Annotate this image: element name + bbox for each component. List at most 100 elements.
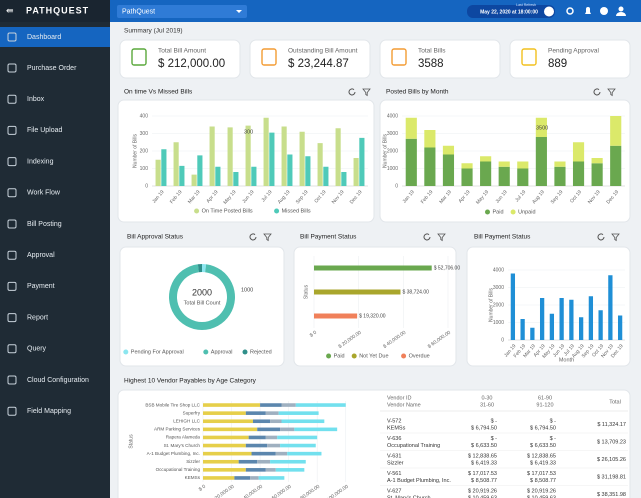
- bar-segment: [275, 451, 288, 456]
- amount: $ 6,794.50: [530, 425, 556, 431]
- menu-icon[interactable]: [7, 157, 17, 167]
- bar-segment: [258, 476, 285, 480]
- bar-segment: [554, 166, 566, 186]
- bar-segment: [498, 166, 510, 186]
- bar: [510, 273, 516, 340]
- workspace-select[interactable]: [117, 5, 247, 18]
- card-label: Outstanding Bill Amount: [288, 48, 358, 55]
- y-tick-label: 0: [501, 337, 504, 343]
- legend-swatch: [326, 353, 332, 359]
- y-tick-label: Occupational Training: [156, 467, 201, 472]
- bar-segment: [250, 476, 259, 480]
- donut-slice: [202, 264, 207, 273]
- help-icon[interactable]: [600, 7, 608, 15]
- bar-segment: [535, 137, 547, 186]
- menu-icon[interactable]: [7, 63, 17, 73]
- bar-segment: [265, 435, 278, 440]
- bar-segment: [405, 117, 417, 139]
- refresh-pill: [467, 5, 555, 18]
- bar-segment: [270, 459, 306, 464]
- bar-segment: [591, 163, 603, 186]
- user-icon[interactable]: [618, 6, 624, 12]
- table-header: Vendor ID: [387, 395, 411, 401]
- menu-icon[interactable]: [7, 125, 17, 135]
- panel-title: Bill Payment Status: [474, 234, 531, 241]
- bar-segment: [203, 443, 246, 448]
- menu-icon[interactable]: [7, 188, 17, 198]
- bar-segment: [442, 145, 455, 155]
- bar-segment: [257, 459, 271, 464]
- amount: $ 20,919.26: [527, 488, 556, 494]
- bar: [317, 143, 323, 186]
- refresh-time: May 22, 2020 at 18:00:00: [480, 9, 538, 15]
- y-tick-label: 0: [145, 183, 148, 189]
- menu-icon[interactable]: [7, 281, 17, 291]
- bar: [549, 313, 555, 340]
- refresh-icon[interactable]: [348, 88, 356, 96]
- refresh-button[interactable]: [544, 6, 554, 17]
- menu-item: Dashboard: [27, 34, 61, 41]
- refresh-icon[interactable]: [593, 88, 601, 96]
- table-header: 0-30: [481, 395, 492, 401]
- bar-segment: [281, 419, 325, 424]
- bar-segment: [610, 145, 622, 186]
- bar-segment: [251, 451, 276, 456]
- filter-icon[interactable]: [607, 88, 616, 97]
- user-icon-body: [616, 12, 626, 16]
- bar: [353, 158, 359, 186]
- logo-area: [0, 0, 110, 22]
- bar: [598, 310, 603, 340]
- menu-icon[interactable]: [7, 375, 17, 385]
- bell-icon[interactable]: [585, 7, 591, 14]
- bar-segment: [280, 427, 295, 432]
- amount: $ -: [550, 418, 557, 424]
- menu-icon[interactable]: [7, 219, 17, 229]
- total: $ 26,105.26: [597, 457, 626, 463]
- bar-segment: [265, 411, 279, 415]
- card-value: $ 212,000.00: [158, 58, 225, 70]
- panel-title: Posted Bills by Month: [386, 89, 449, 96]
- filter-icon[interactable]: [263, 233, 272, 242]
- y-axis-label: Number of Bills: [132, 134, 138, 168]
- bar-segment: [294, 427, 338, 432]
- bar: [263, 117, 269, 186]
- active-item[interactable]: [0, 27, 110, 47]
- x-axis-label: Month: [559, 357, 574, 363]
- menu-icon[interactable]: [7, 406, 17, 416]
- settings-icon[interactable]: [566, 7, 574, 15]
- legend-label: Not Yet Due: [359, 353, 388, 359]
- amount: $ 20,919.26: [468, 488, 497, 494]
- menu-icon[interactable]: [7, 94, 17, 104]
- bar: [227, 127, 233, 186]
- bar: [323, 166, 329, 186]
- bar: [245, 125, 251, 186]
- menu-icon[interactable]: [7, 32, 17, 42]
- refresh-icon[interactable]: [423, 233, 431, 241]
- menu-icon[interactable]: [7, 344, 17, 354]
- x-tick-label: $ 0: [198, 484, 207, 493]
- legend-label: Paid: [334, 353, 345, 359]
- refresh-icon[interactable]: [597, 233, 605, 241]
- menu-icon[interactable]: ⇚: [6, 5, 14, 15]
- y-tick-label: KEMSs: [185, 475, 201, 480]
- bar-segment: [267, 443, 281, 448]
- total: $ 11,324.17: [597, 422, 626, 428]
- summary-card: [119, 39, 241, 79]
- bar-segment: [245, 443, 268, 448]
- refresh-icon[interactable]: [249, 233, 257, 241]
- filter-icon[interactable]: [362, 88, 371, 97]
- y-tick-label: 300: [140, 131, 149, 137]
- filter-icon[interactable]: [611, 233, 620, 242]
- bar-segment: [535, 117, 547, 137]
- legend-swatch: [401, 353, 407, 359]
- bar-segment: [203, 468, 246, 472]
- menu-icon[interactable]: [7, 250, 17, 260]
- amount: $ 8,508.77: [471, 478, 497, 484]
- menu-icon[interactable]: [7, 313, 17, 323]
- bar-segment: [203, 459, 239, 464]
- bar: [155, 159, 161, 186]
- filter-icon[interactable]: [437, 233, 446, 242]
- bar-segment: [461, 163, 473, 169]
- bar-segment: [203, 411, 246, 415]
